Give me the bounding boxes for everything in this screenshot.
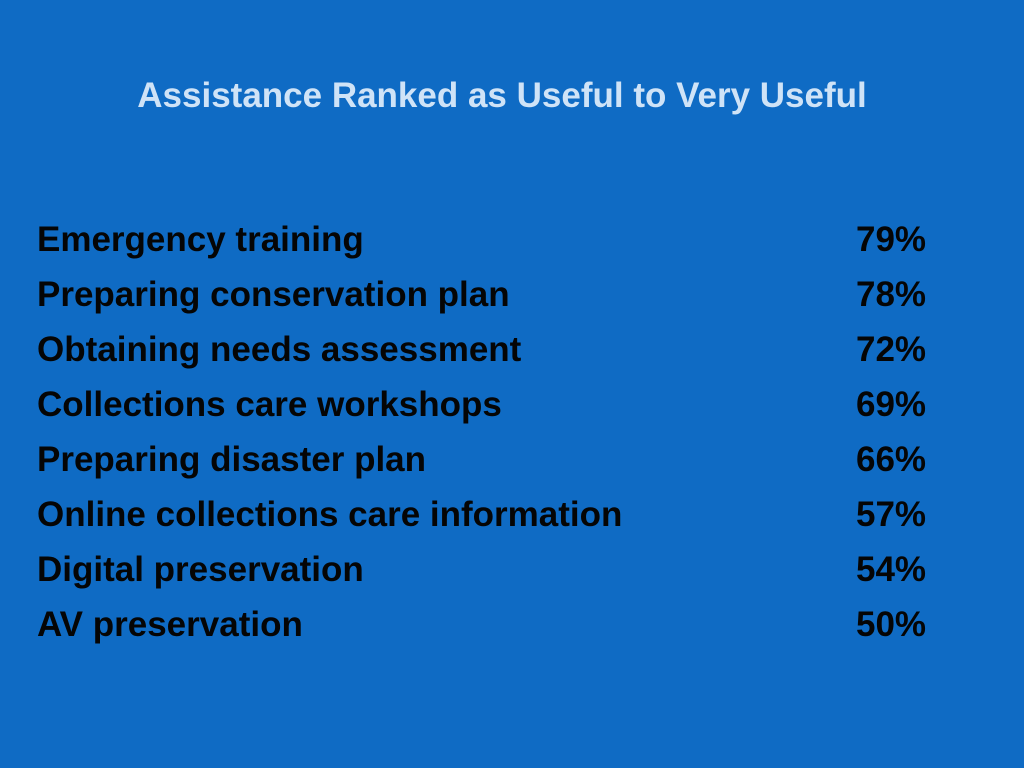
item-label: Digital preservation [37, 550, 364, 589]
item-percentage: 57% [856, 495, 927, 534]
list-item: Preparing disaster plan 66% [37, 432, 947, 487]
list-item: Preparing conservation plan 78% [37, 267, 947, 322]
item-percentage: 79% [856, 220, 927, 259]
list-item: AV preservation 50% [37, 597, 947, 652]
item-label: Emergency training [37, 220, 364, 259]
item-percentage: 54% [856, 550, 927, 589]
item-percentage: 50% [856, 605, 927, 644]
item-label: Collections care workshops [37, 385, 502, 424]
list-item: Online collections care information 57% [37, 487, 947, 542]
item-label: Preparing conservation plan [37, 275, 510, 314]
item-percentage: 69% [856, 385, 927, 424]
list-item: Collections care workshops 69% [37, 377, 947, 432]
item-percentage: 72% [856, 330, 927, 369]
list-item: Digital preservation 54% [37, 542, 947, 597]
item-percentage: 66% [856, 440, 927, 479]
item-label: Online collections care information [37, 495, 623, 534]
slide-title: Assistance Ranked as Useful to Very Usef… [137, 76, 867, 115]
item-label: Preparing disaster plan [37, 440, 427, 479]
item-label: Obtaining needs assessment [37, 330, 522, 369]
list-item: Obtaining needs assessment 72% [37, 322, 947, 377]
list-item: Emergency training 79% [37, 212, 947, 267]
item-label: AV preservation [37, 605, 303, 644]
ranked-assistance-list: Emergency training 79% Preparing conserv… [37, 212, 947, 652]
item-percentage: 78% [856, 275, 927, 314]
